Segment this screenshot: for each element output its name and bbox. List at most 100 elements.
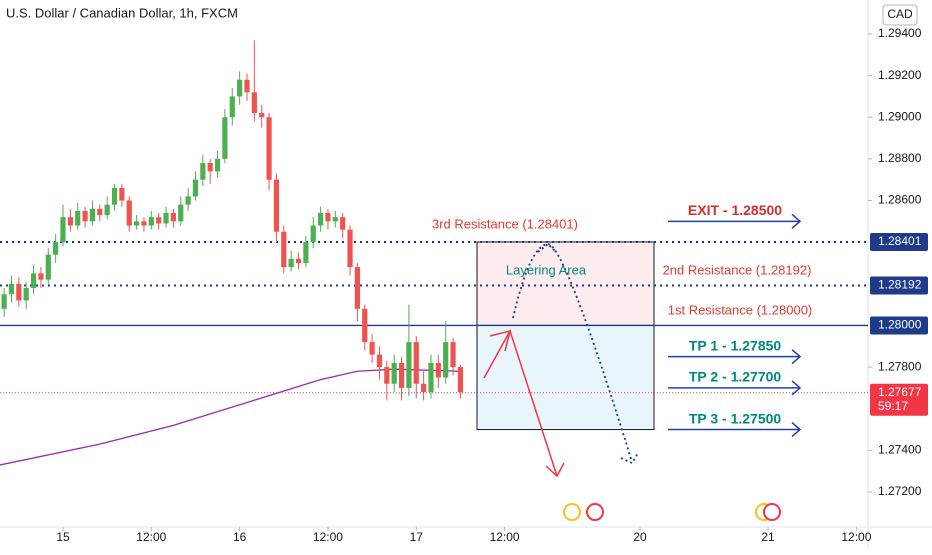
- x-tick-label: 12:00: [841, 530, 871, 544]
- candle-body: [200, 163, 206, 180]
- chart-title: U.S. Dollar / Canadian Dollar, 1h, FXCM: [6, 5, 238, 20]
- candle-body: [398, 362, 405, 388]
- x-tick-label: 12:00: [490, 530, 520, 544]
- candle-body: [288, 258, 294, 268]
- target-arrowhead: [791, 213, 802, 229]
- candle-body: [82, 210, 88, 222]
- y-tick-label: 1.29400: [878, 26, 922, 40]
- candle-body: [229, 96, 235, 118]
- y-tick-label: 1.28800: [878, 151, 922, 165]
- y-tick-label: 1.28600: [878, 193, 922, 207]
- x-tick-label: 15: [56, 530, 70, 544]
- candle-body: [457, 367, 464, 393]
- candle-body: [163, 213, 169, 224]
- candle-body: [413, 342, 419, 384]
- red-arrowhead: [545, 462, 565, 478]
- candle-body: [67, 217, 73, 226]
- candle-body: [310, 225, 316, 243]
- candle-body: [16, 283, 22, 301]
- candle-body: [244, 79, 250, 93]
- x-tick-label: 12:00: [313, 530, 343, 544]
- candle-body: [133, 221, 140, 226]
- candle-body: [148, 217, 154, 226]
- candle-body: [332, 217, 338, 222]
- candle-body: [362, 308, 368, 343]
- countdown: 59:17: [878, 399, 908, 413]
- candle-body: [435, 362, 441, 378]
- candle-body: [406, 342, 412, 388]
- candle-body: [259, 113, 265, 118]
- candle-body: [111, 188, 118, 205]
- x-tick-label: 21: [761, 530, 775, 544]
- candle-body: [369, 342, 375, 355]
- level-badge: [870, 316, 928, 335]
- annotation: 1st Resistance (1.28000): [668, 302, 813, 317]
- event-icon[interactable]: [563, 503, 581, 521]
- current-price-label: 1.27677: [878, 385, 922, 399]
- candle-body: [97, 208, 103, 216]
- target-arrowhead: [791, 349, 802, 365]
- level-label: 1.28401: [878, 234, 922, 248]
- candle-body: [192, 179, 199, 197]
- candle-body: [126, 200, 132, 226]
- candle-body: [325, 213, 331, 222]
- candle-body: [347, 229, 353, 268]
- x-tick-label: 20: [633, 530, 647, 544]
- annotation: Layering Area: [506, 262, 587, 277]
- candle-body: [214, 158, 221, 172]
- x-tick-label: 17: [410, 530, 424, 544]
- candle-body: [207, 163, 213, 172]
- zone: [476, 324, 655, 431]
- zone: [476, 241, 655, 326]
- event-icons: [563, 503, 781, 521]
- candle-body: [60, 217, 66, 243]
- current-price-badge: [870, 383, 928, 416]
- candle-body: [30, 273, 37, 288]
- x-tick-label: 16: [233, 530, 247, 544]
- y-tick-label: 1.29000: [878, 109, 922, 123]
- target-arrowhead: [791, 380, 802, 396]
- candle-body: [141, 221, 147, 226]
- candle-body: [89, 208, 96, 222]
- candle-body: [104, 204, 110, 216]
- currency-label: CAD: [887, 7, 913, 21]
- candle-body: [170, 213, 176, 222]
- annotation: 2nd Resistance (1.28192): [663, 262, 812, 277]
- candle-body: [222, 117, 228, 159]
- red-arrowhead: [489, 329, 512, 352]
- candle-body: [75, 210, 81, 226]
- candle-body: [251, 92, 257, 114]
- candle-body: [266, 117, 272, 180]
- currency-badge[interactable]: [882, 4, 918, 26]
- candle-body: [443, 342, 449, 378]
- level-badge: [870, 276, 928, 295]
- annotation: 3rd Resistance (1.28401): [432, 216, 578, 231]
- candle-body: [428, 362, 434, 393]
- level-badge: [870, 232, 928, 251]
- candle-body: [354, 267, 360, 309]
- candle-body: [340, 217, 346, 230]
- candle-body: [23, 287, 29, 301]
- y-tick-label: 1.27200: [878, 484, 922, 498]
- candle-body: [156, 217, 162, 224]
- blue-path: [512, 243, 633, 463]
- candle-body: [185, 196, 191, 205]
- x-tick-label: 12:00: [136, 530, 166, 544]
- y-tick-label: 1.29200: [878, 68, 922, 82]
- target-arrowhead: [791, 421, 802, 438]
- candle-body: [178, 204, 184, 222]
- event-icon[interactable]: [763, 503, 781, 521]
- target-label: TP 1 - 1.27850: [689, 337, 782, 353]
- candle-body: [317, 213, 324, 226]
- y-tick-label: 1.27800: [878, 359, 922, 373]
- candle-body: [8, 283, 15, 295]
- candle-body: [38, 273, 44, 280]
- event-icon[interactable]: [586, 503, 604, 521]
- candle-body: [237, 79, 243, 97]
- candle-body: [1, 294, 7, 309]
- candle-body: [303, 242, 309, 263]
- level-label: 1.28000: [878, 318, 922, 332]
- candle-body: [376, 354, 383, 368]
